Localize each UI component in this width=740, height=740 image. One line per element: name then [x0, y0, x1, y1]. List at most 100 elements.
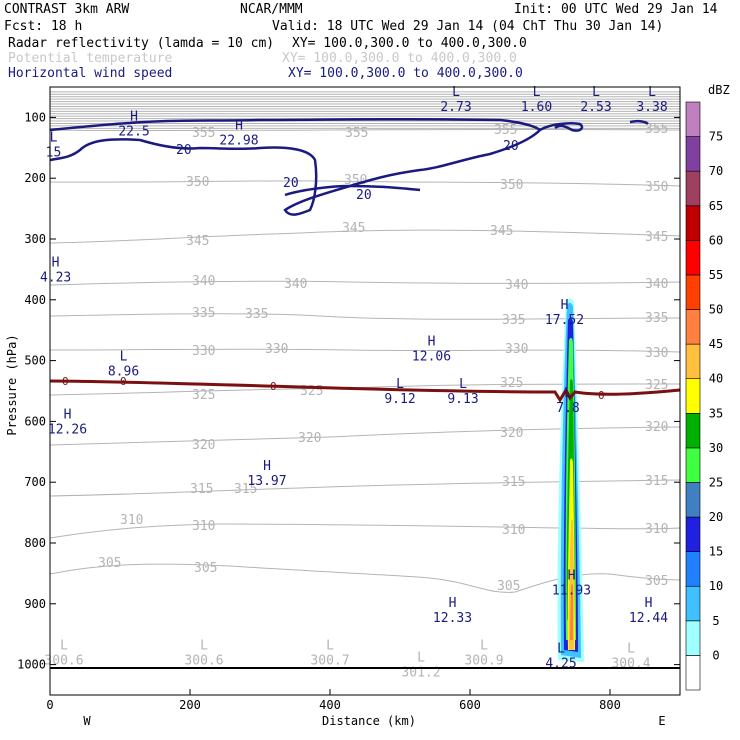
- x-axis: 0 200 400 600 800: [46, 689, 621, 712]
- zero-contour-line: [49, 379, 681, 403]
- zero-contour-label: 0: [598, 389, 605, 402]
- extremum-type: L: [557, 641, 565, 656]
- extremum-value: 17.52: [545, 313, 584, 328]
- theta-label: 320: [500, 426, 523, 441]
- y-tick-label: 800: [24, 536, 46, 550]
- plot-frame: [49, 86, 681, 696]
- upper-theta-contour: [49, 98, 681, 100]
- colorbar-label: 30: [709, 441, 723, 455]
- extremum-value: 1.60: [521, 100, 552, 115]
- theta-label: 325: [645, 378, 668, 393]
- extremum-value: 301.2: [401, 666, 440, 681]
- wind-contour-label: 20: [283, 176, 299, 191]
- upper-theta-contours: [49, 91, 681, 130]
- theta-label: 330: [265, 342, 288, 357]
- extremum-type: L: [459, 377, 467, 392]
- theta-contour-315: [49, 479, 681, 497]
- theta-label: 310: [120, 513, 143, 528]
- colorbar-swatch: [685, 343, 701, 380]
- extremum-type: L: [417, 651, 425, 666]
- y-tick-label: 100: [24, 110, 46, 124]
- theta-label: 335: [645, 311, 668, 326]
- field-xy-theta: XY= 100.0,300.0 to 400.0,300.0: [282, 51, 517, 66]
- colorbar-label: 70: [709, 164, 723, 178]
- extremum-value: 22.5: [118, 124, 149, 139]
- colorbar-label: 75: [709, 130, 723, 144]
- colorbar-swatch: [685, 585, 701, 622]
- colorbar-label: 60: [709, 233, 723, 247]
- extremum-value: 13.97: [247, 474, 286, 489]
- valid-time: Valid: 18 UTC Wed 29 Jan 14 (04 ChT Thu …: [272, 19, 663, 34]
- y-tick-label: 200: [24, 171, 46, 185]
- extremum-type: H: [568, 568, 576, 583]
- theta-label: 305: [98, 556, 121, 571]
- x-axis-label: Distance (km): [322, 714, 416, 728]
- colorbar-swatch: [685, 170, 701, 207]
- theta-label: 350: [344, 173, 367, 188]
- extremum-type: H: [645, 596, 653, 611]
- upper-theta-contour: [49, 105, 681, 108]
- extremum-type: L: [452, 85, 460, 100]
- colorbar-label: 55: [709, 268, 723, 282]
- theta-label: 315: [234, 482, 257, 497]
- extremum-value: 300.7: [310, 653, 349, 668]
- extremum-type: L: [564, 386, 572, 401]
- init-time: Init: 00 UTC Wed 29 Jan 14: [514, 2, 718, 17]
- upper-theta-contour: [49, 125, 681, 127]
- y-tick-label: 300: [24, 232, 46, 246]
- extremum-value: 3.38: [636, 100, 667, 115]
- org-label: NCAR/MMM: [240, 2, 303, 17]
- extremum-type: L: [480, 638, 488, 653]
- extremum-type: H: [130, 109, 138, 124]
- extremum-value: 4.23: [40, 270, 71, 285]
- theta-label: 315: [502, 475, 525, 490]
- y-axis-label: Pressure (hPa): [5, 334, 19, 435]
- theta-label: 335: [245, 307, 268, 322]
- theta-label: 310: [502, 523, 525, 538]
- extremum-type: H: [235, 119, 243, 134]
- theta-label: 330: [645, 346, 668, 361]
- wind-contour-20-east-edge: [629, 119, 649, 125]
- upper-theta-contour: [49, 95, 681, 98]
- extremum-type: L: [533, 85, 541, 100]
- colorbar-label: 10: [709, 579, 723, 593]
- theta-label: 345: [342, 221, 365, 236]
- zero-contour-label: 0: [120, 375, 127, 388]
- theta-label: 345: [490, 224, 513, 239]
- upper-theta-contour: [49, 120, 681, 122]
- colorbar-label: 35: [709, 406, 723, 420]
- colorbar-swatch: [685, 136, 701, 172]
- extremum-value: 9.13: [447, 392, 478, 407]
- colorbar-swatch: [685, 240, 701, 276]
- theta-label: 355: [494, 123, 517, 138]
- upper-theta-contour: [49, 110, 681, 113]
- theta-label: 350: [645, 180, 668, 195]
- theta-label: 355: [645, 122, 668, 137]
- extremum-value: 4.25: [545, 656, 576, 671]
- x-tick-label: 800: [599, 698, 621, 712]
- theta-label: 345: [186, 234, 209, 249]
- theta-label: 310: [192, 519, 215, 534]
- y-tick-label: 1000: [17, 658, 46, 672]
- extremum-type: H: [449, 596, 457, 611]
- y-tick-label: 900: [24, 597, 46, 611]
- west-label: W: [83, 714, 91, 728]
- extremum-type: H: [52, 255, 60, 270]
- colorbar-label: 45: [709, 337, 723, 351]
- colorbar-label: 65: [709, 199, 723, 213]
- colorbar-swatch: [685, 274, 701, 310]
- extremum-value: 300.6: [184, 653, 223, 668]
- colorbar-swatch: [685, 516, 701, 552]
- colorbar-swatch: [685, 412, 701, 449]
- extremum-value: 22.98: [219, 134, 258, 149]
- extremum-value: 2.53: [580, 100, 611, 115]
- colorbar-swatch: [685, 378, 701, 414]
- extremum-type: H: [64, 407, 72, 422]
- model-title: CONTRAST 3km ARW: [4, 2, 129, 17]
- colorbar-swatch: [685, 551, 701, 587]
- colorbar: dBZ 0 5 10 15 20 25 30 35 40 45 50 55 60 65 70 75: [685, 83, 730, 691]
- theta-label: 305: [497, 579, 520, 594]
- extremum-value: 8.96: [108, 365, 139, 380]
- extremum-type: L: [50, 131, 58, 146]
- theta-label: 340: [192, 274, 215, 289]
